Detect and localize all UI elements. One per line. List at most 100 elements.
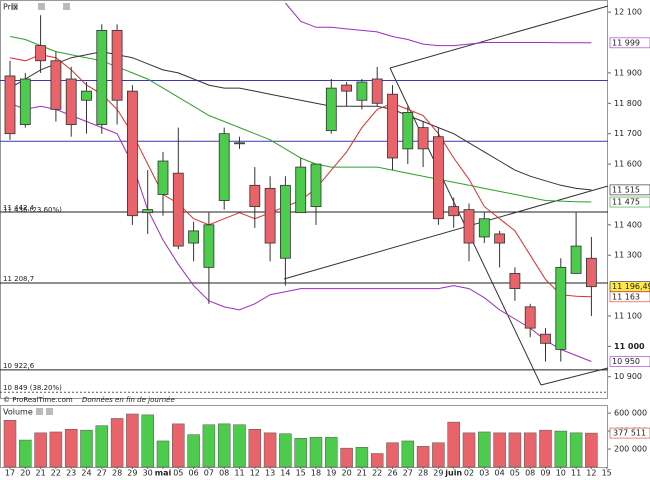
value-tag-label: 377 511 <box>613 429 646 438</box>
candle-body <box>81 90 92 101</box>
indicator-line <box>9 102 592 362</box>
toolbar-icon[interactable] <box>36 408 43 415</box>
candle-body <box>555 266 567 350</box>
x-tick-label: 13 <box>265 469 275 478</box>
candle-body <box>478 218 490 238</box>
value-tag-label: 11 196,49 <box>612 282 650 291</box>
volume-bar <box>233 424 246 468</box>
x-tick-label: 27 <box>403 469 413 478</box>
candle-body <box>279 184 291 259</box>
candle-body <box>417 127 429 150</box>
toolbar-icon[interactable] <box>11 3 18 10</box>
candle-body <box>432 136 444 220</box>
candle-body <box>127 90 138 217</box>
value-tag-label: 11 475 <box>612 198 640 207</box>
x-tick-label: 22 <box>372 469 382 478</box>
volume-bar <box>64 429 78 468</box>
y-tick-label: 11 800 <box>614 99 642 108</box>
value-tag-label: 10 950 <box>612 357 640 366</box>
y-tick-label: 11 100 <box>614 311 642 320</box>
panel-title: Volume <box>3 408 33 417</box>
x-tick-label: 12 <box>586 469 596 478</box>
toolbar-icon[interactable] <box>46 408 53 415</box>
y-tick-label: 12 100 <box>614 8 642 17</box>
x-tick-label: 09 <box>540 469 550 478</box>
x-tick-label: 20 <box>342 469 352 478</box>
candle-body <box>540 333 551 344</box>
x-tick-label: 11 <box>571 469 581 478</box>
level-label: 10 849 (38.20%) <box>3 384 62 392</box>
candle-body <box>295 166 307 214</box>
x-tick-label: 23 <box>66 469 76 478</box>
candle-body <box>356 81 368 101</box>
x-tick-label: 06 <box>189 469 199 478</box>
level-label: 10 922,6 <box>3 362 35 370</box>
toolbar-icon[interactable] <box>38 3 45 10</box>
candle-body <box>157 160 169 195</box>
value-tag <box>609 427 650 439</box>
candle-body <box>111 29 123 101</box>
candle-body <box>387 93 398 159</box>
candle-body <box>448 206 460 217</box>
candle-body <box>509 273 521 290</box>
value-tag <box>609 37 650 49</box>
x-tick-label: 11 <box>234 469 244 478</box>
volume-bar <box>248 429 262 468</box>
volume-bar <box>34 432 47 468</box>
candle-body <box>586 257 597 288</box>
candle-body <box>19 78 31 125</box>
candle-body <box>50 60 62 110</box>
volume-bar <box>309 437 323 468</box>
toolbar <box>11 3 70 415</box>
x-tick-label: 14 <box>280 469 290 478</box>
volume-bar <box>462 432 476 468</box>
x-tick-label: 21 <box>357 469 367 478</box>
x-tick-label: 03 <box>479 469 489 478</box>
candle-body <box>310 163 322 207</box>
candle-body <box>371 78 383 104</box>
value-tag-label: 11 515 <box>612 185 640 194</box>
x-tick-label: 12 <box>250 469 260 478</box>
volume-bar <box>370 453 384 468</box>
volume-bar <box>19 439 32 468</box>
candle-body <box>341 84 353 92</box>
level-label: 11 208,7 <box>3 275 34 283</box>
volume-bar <box>585 432 598 468</box>
y-tick-label: 200 000 <box>614 445 647 454</box>
volume-bar <box>493 432 506 468</box>
trendline <box>389 5 609 69</box>
x-tick-label: 21 <box>36 469 46 478</box>
volume-bar <box>95 425 109 468</box>
volume-bar <box>172 423 185 468</box>
x-tick-label: 26 <box>387 469 397 478</box>
volume-bar <box>447 421 460 468</box>
x-tick-label: 07 <box>204 469 214 478</box>
volume-bar <box>355 446 369 468</box>
volume-bar <box>508 432 522 468</box>
value-tag <box>609 184 650 196</box>
candle-body <box>524 306 536 329</box>
value-tag-label: 11 163 <box>612 292 640 301</box>
volume-bar <box>386 442 399 468</box>
volume-bar <box>294 437 307 468</box>
x-tick-label: 28 <box>112 469 122 478</box>
candle-body <box>218 133 230 201</box>
level-label: 11 436 (23.60%) <box>3 206 62 214</box>
volume-bar <box>49 431 63 468</box>
volume-bar <box>279 433 292 468</box>
candle-body <box>188 230 200 244</box>
volume-bar <box>325 437 338 468</box>
x-tick-label: 08 <box>525 469 535 478</box>
toolbar-icon[interactable] <box>63 3 70 10</box>
volume-bar <box>126 413 139 468</box>
value-tag <box>609 196 650 208</box>
volume-bar <box>3 420 17 468</box>
volume-bar <box>340 447 353 468</box>
x-tick-label: 30 <box>143 469 153 478</box>
volume-bar <box>156 440 170 468</box>
y-tick-label: 11 000 <box>614 342 645 351</box>
volume-bar <box>569 432 583 468</box>
indicator-line <box>285 2 592 47</box>
volume-bar <box>416 446 430 468</box>
